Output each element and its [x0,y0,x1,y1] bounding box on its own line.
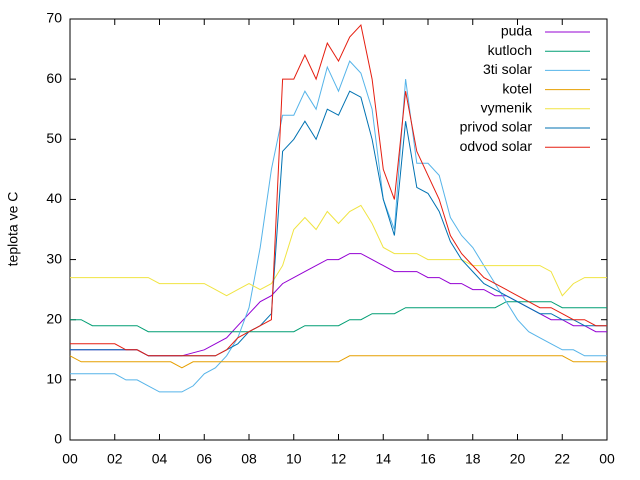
x-tick-label: 18 [465,451,481,467]
x-tick-label: 12 [331,451,347,467]
legend-label: vymenik [481,100,533,116]
legend-label: privod solar [460,119,533,135]
series-line [70,60,607,393]
legend-label: kutloch [488,42,532,58]
series-line [70,23,607,357]
series-line [69,355,607,369]
x-tick-label: 02 [107,451,123,467]
y-tick-label: 0 [54,431,62,447]
y-tick-label: 70 [46,10,62,26]
x-tick-label: 14 [375,451,391,467]
y-tick-label: 30 [46,250,62,266]
x-tick-label: 00 [599,451,615,467]
y-tick-label: 10 [46,371,62,387]
series-line [70,204,607,297]
y-tick-label: 50 [46,130,62,146]
y-tick-label: 40 [46,190,62,206]
y-tick-label: 60 [46,70,62,86]
legend-label: 3ti solar [483,61,532,77]
x-tick-label: 20 [510,451,526,467]
legend-label: odvod solar [460,138,533,154]
y-tick-label: 20 [46,310,62,326]
x-tick-label: 10 [286,451,302,467]
x-tick-label: 16 [420,451,436,467]
x-tick-label: 06 [196,451,212,467]
x-tick-label: 22 [554,451,570,467]
legend-label: puda [501,23,532,39]
x-tick-label: 08 [241,451,257,467]
series-line [70,253,607,357]
y-axis-label: teplota ve C [5,192,21,267]
x-tick-label: 00 [62,451,78,467]
legend-label: kotel [502,80,532,96]
x-tick-label: 04 [152,451,168,467]
